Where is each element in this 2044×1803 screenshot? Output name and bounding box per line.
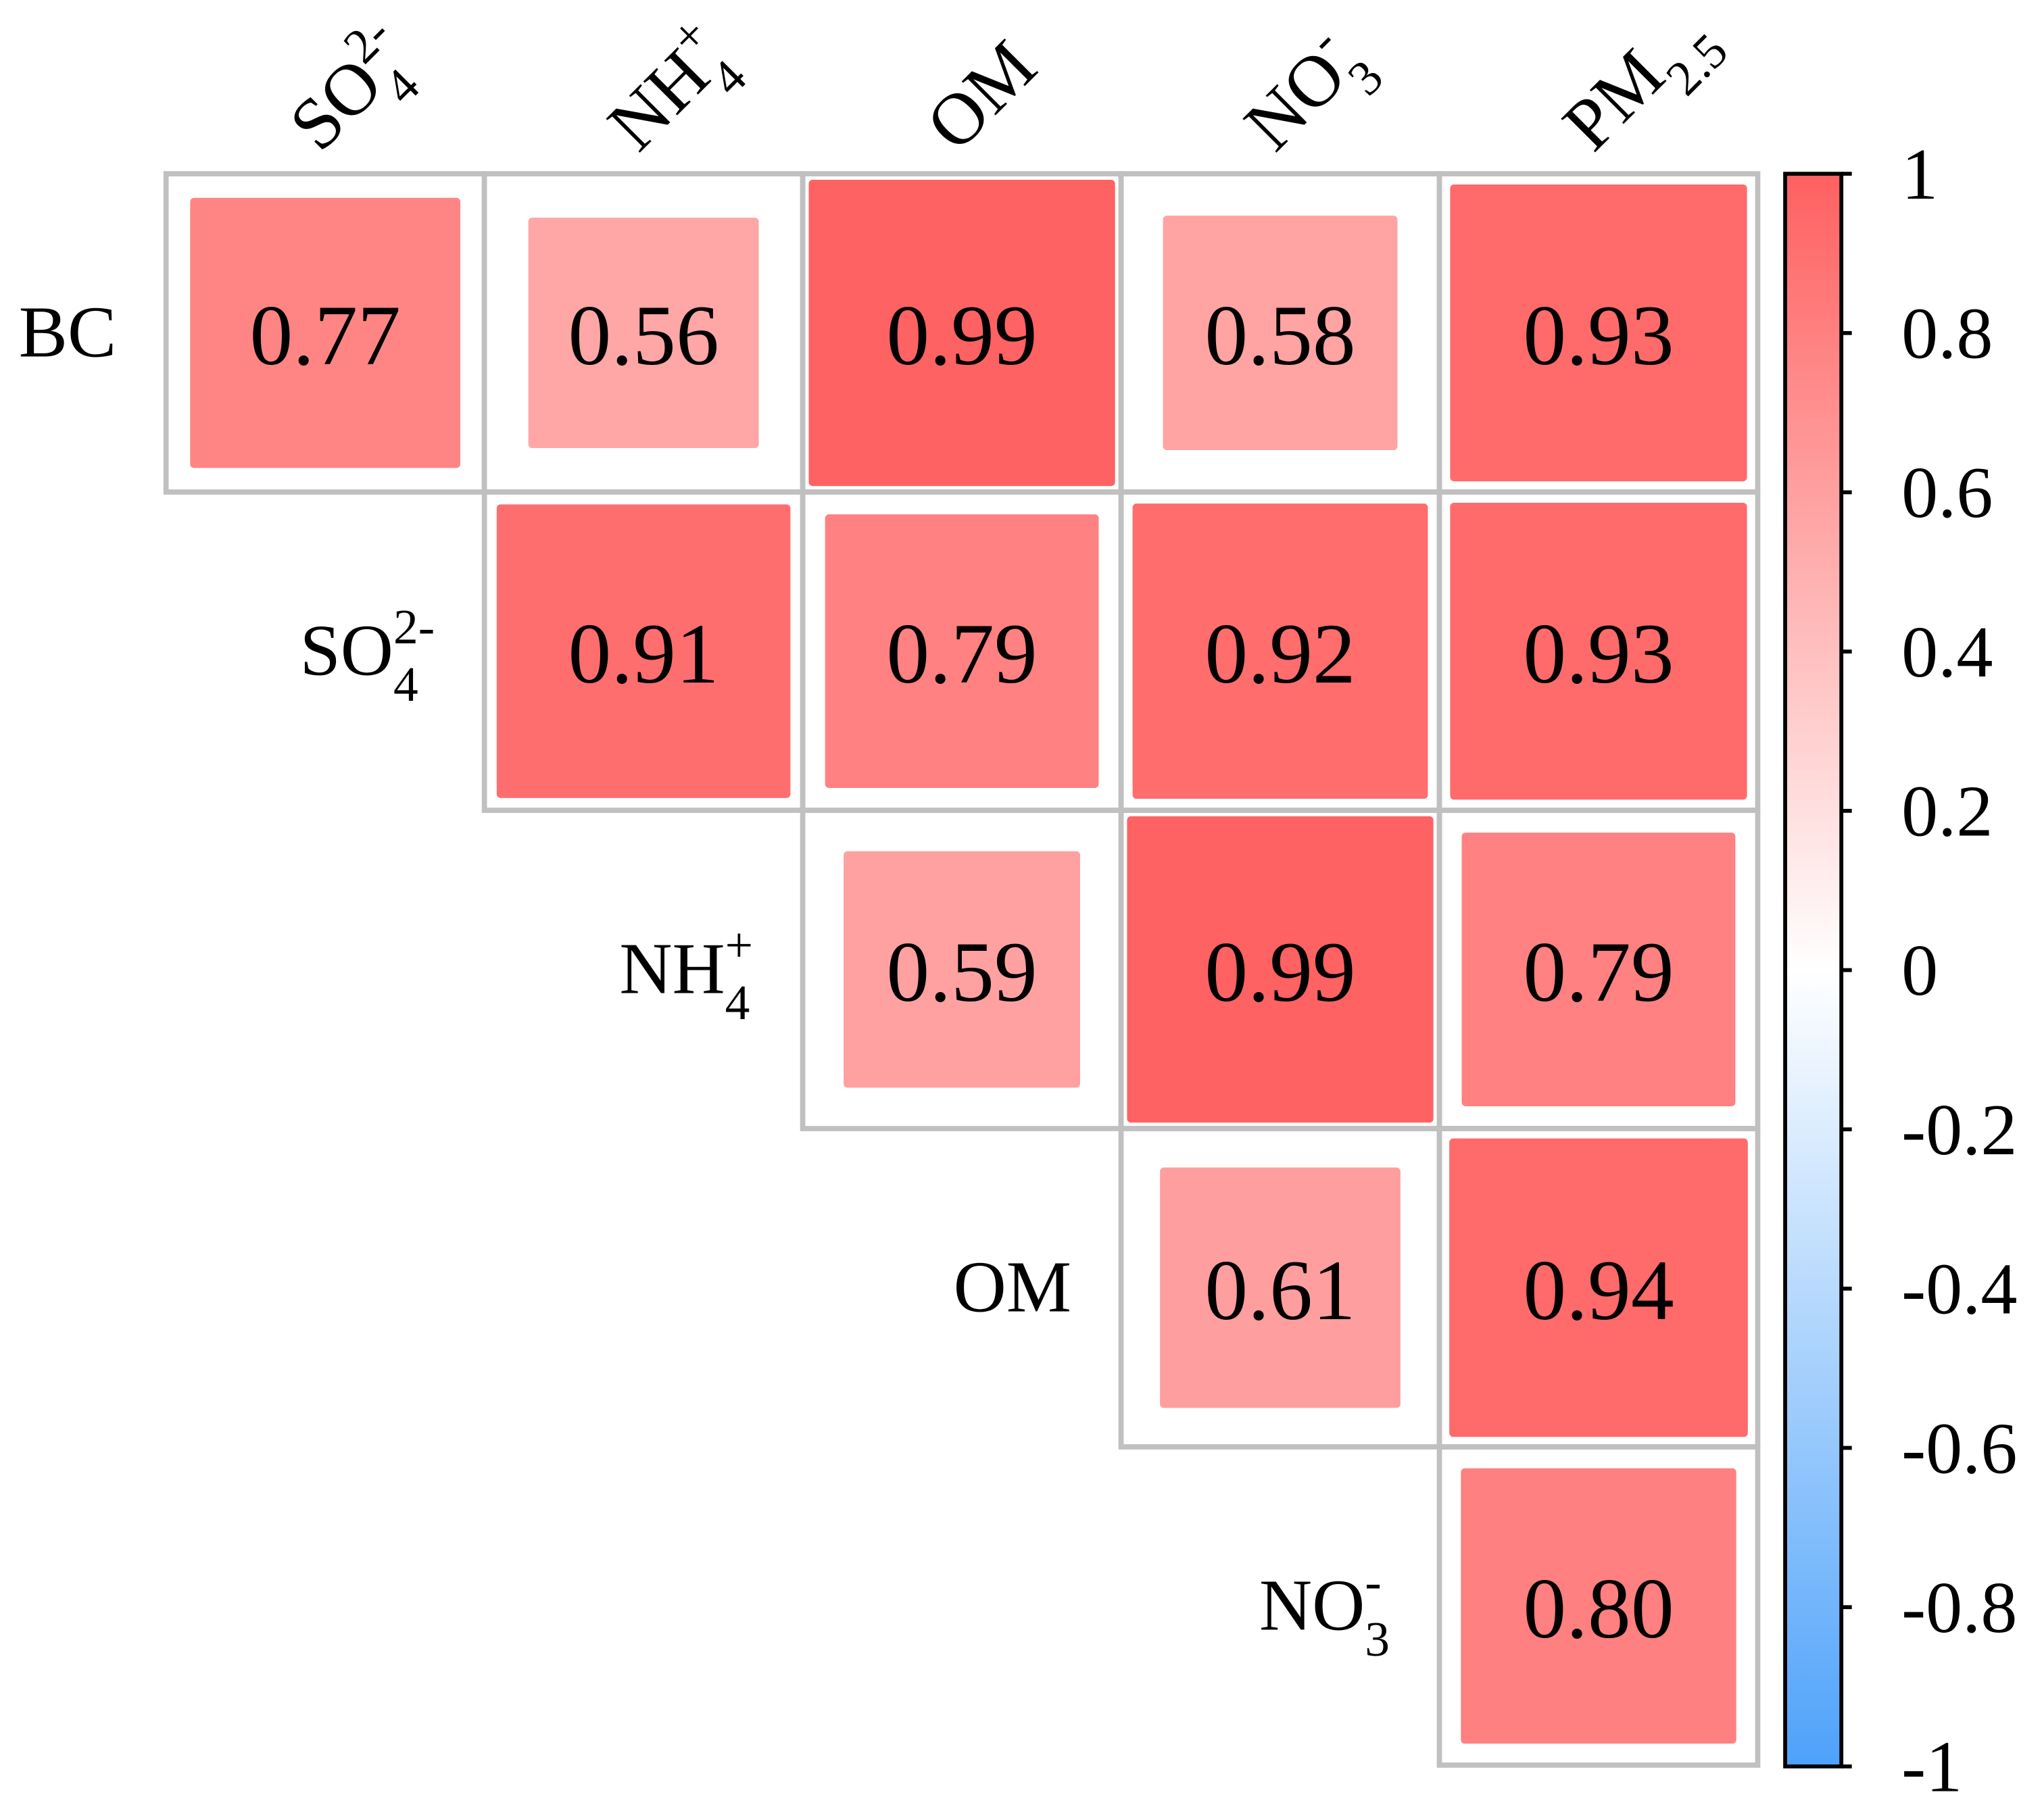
- axis-label: NO-3: [1222, 9, 1394, 180]
- cell: [808, 180, 1115, 487]
- colorbar-tick-label: 1: [1901, 134, 1938, 215]
- cell: [528, 218, 759, 449]
- cell: [1127, 816, 1434, 1123]
- value-label: 0.77: [249, 287, 400, 383]
- axis-label: NO-3: [1259, 1554, 1390, 1666]
- label-sub: 4: [725, 975, 750, 1030]
- label-sup: +: [725, 918, 753, 972]
- colorbar-tick-label: 0: [1901, 931, 1938, 1011]
- value-label: 0.79: [886, 606, 1037, 701]
- cell: [1163, 216, 1398, 451]
- label-sub: 4: [393, 657, 418, 712]
- axis-label: OM: [954, 1247, 1071, 1327]
- value-label: 0.99: [1204, 924, 1355, 1020]
- colorbar-tick-label: 0.6: [1901, 453, 1993, 533]
- cell: [1132, 503, 1428, 799]
- value-label: 0.58: [1204, 287, 1355, 383]
- cell: [1450, 502, 1747, 800]
- cell: [1450, 184, 1747, 482]
- colorbar-tick-label: 0.2: [1901, 772, 1993, 852]
- value-label: 0.99: [886, 287, 1037, 383]
- cell: [825, 514, 1099, 788]
- cell-border: [1436, 1444, 1761, 1768]
- colorbar-tick-label: -1: [1901, 1727, 1962, 1803]
- axis-label: SO2-4: [267, 5, 442, 180]
- colorbar-tick-label: -0.4: [1901, 1250, 2017, 1330]
- value-label: 0.94: [1523, 1242, 1674, 1338]
- label-text: BC: [19, 292, 116, 372]
- cell: [1461, 1468, 1736, 1744]
- cell: [844, 851, 1081, 1088]
- cell: [1461, 833, 1736, 1106]
- axis-label: OM: [911, 26, 1051, 166]
- colorbar-tick-label: 0.8: [1901, 294, 1993, 374]
- value-label: 0.92: [1204, 606, 1355, 701]
- value-label: 0.80: [1523, 1560, 1674, 1656]
- colorbar: [1783, 172, 1844, 1769]
- label-sup: -: [1365, 1554, 1381, 1609]
- label-sup: 2-: [393, 599, 435, 654]
- value-label: 0.56: [568, 287, 719, 383]
- axis-label: NH+4: [619, 918, 753, 1030]
- colorbar-tick-label: -0.2: [1901, 1090, 2017, 1170]
- label-text: NH: [619, 929, 725, 1009]
- value-label: 0.79: [1523, 924, 1674, 1020]
- axis-label: BC: [19, 292, 116, 372]
- axis-label: PM2.5: [1548, 0, 1738, 180]
- value-label: 0.59: [886, 924, 1037, 1020]
- cell: [496, 504, 791, 798]
- axis-label: SO2-4: [300, 599, 435, 712]
- colorbar-tick-label: -0.6: [1901, 1408, 2017, 1489]
- label-text: PM: [1548, 34, 1680, 166]
- label-sub: 3: [1365, 1612, 1390, 1666]
- label-text: NO: [1259, 1565, 1365, 1646]
- value-label: 0.61: [1204, 1242, 1355, 1338]
- cell: [1449, 1138, 1748, 1437]
- label-text: SO: [300, 610, 393, 691]
- axis-label: NH+4: [585, 6, 759, 180]
- value-label: 0.91: [568, 606, 719, 701]
- colorbar-tick-label: -0.8: [1901, 1568, 2017, 1648]
- cell: [190, 197, 460, 468]
- value-label: 0.93: [1523, 287, 1674, 383]
- value-label: 0.93: [1523, 606, 1674, 701]
- label-text: OM: [954, 1247, 1071, 1327]
- label-text: OM: [911, 26, 1051, 166]
- cell: [1160, 1167, 1401, 1408]
- colorbar-tick-label: 0.4: [1901, 612, 1993, 693]
